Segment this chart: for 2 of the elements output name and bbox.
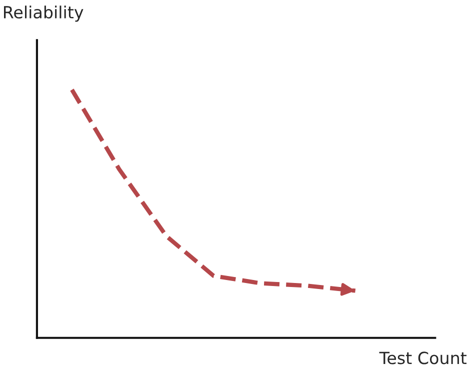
- x-axis-title: Test Count: [379, 352, 466, 364]
- y-axis-title: Reliability: [4, 6, 84, 22]
